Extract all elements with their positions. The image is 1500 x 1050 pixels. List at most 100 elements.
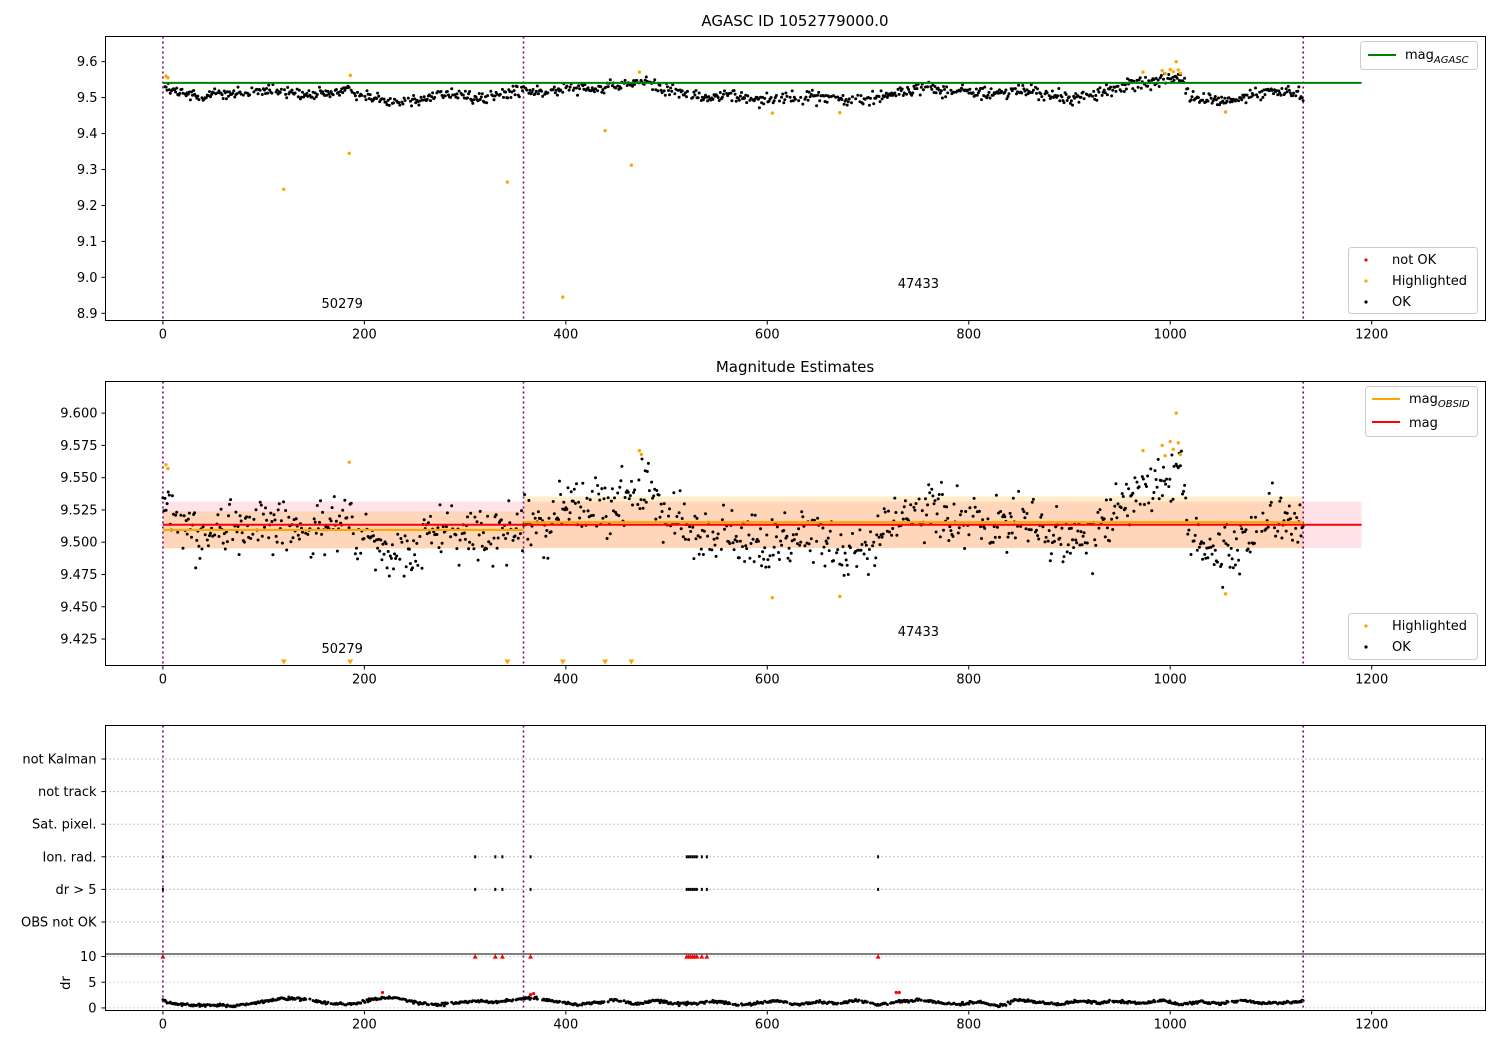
ok-point	[249, 537, 253, 540]
ok-point	[238, 514, 242, 518]
ok-point	[415, 541, 419, 545]
dr-point	[617, 999, 621, 1003]
ok-point	[1230, 100, 1234, 104]
ok-point	[1170, 453, 1174, 457]
ok-point	[192, 89, 196, 92]
ok-point	[1091, 572, 1095, 576]
ok-point	[1208, 93, 1212, 97]
ok-point	[716, 96, 720, 99]
ok-point	[1264, 527, 1268, 531]
ok-point	[720, 95, 724, 99]
ok-point	[682, 502, 686, 506]
ok-point	[449, 535, 453, 539]
ok-point	[1109, 85, 1113, 89]
ok-point	[345, 516, 349, 520]
ok-point	[209, 531, 212, 535]
dr-point	[677, 1004, 681, 1008]
ok-point	[277, 502, 281, 506]
ok-point	[248, 515, 252, 519]
ok-point	[436, 526, 440, 530]
ok-point	[800, 510, 804, 514]
ok-point	[427, 93, 431, 97]
ok-point	[267, 536, 271, 540]
flag-point	[705, 887, 708, 891]
ok-point	[712, 537, 716, 541]
agasc-panel: AGASC ID 1052779000.0 50279 47433 0 200 400 6…	[77, 12, 1486, 343]
dr-point	[445, 1001, 449, 1005]
ok-point	[1291, 538, 1294, 542]
ok-point	[836, 548, 840, 552]
ok-point	[746, 94, 750, 98]
ok-point	[867, 548, 871, 551]
dr-point	[426, 1003, 430, 1007]
ok-point	[620, 464, 624, 468]
ok-point	[1149, 467, 1153, 471]
ok-point	[1082, 531, 1086, 535]
ok-point	[227, 514, 230, 518]
ok-point	[958, 513, 962, 517]
ok-point	[613, 496, 616, 500]
ok-point	[402, 96, 406, 100]
ok-point	[270, 520, 274, 523]
flag-row-label: not Kalman	[22, 753, 96, 768]
ok-point	[737, 556, 741, 560]
ok-point	[531, 512, 535, 516]
highlighted-point	[629, 163, 634, 167]
ok-point	[1225, 99, 1229, 103]
ok-point	[1024, 527, 1028, 531]
ok-point	[1266, 525, 1270, 529]
ok-point	[774, 94, 778, 97]
ok-point	[552, 85, 556, 89]
ok-point	[767, 565, 771, 569]
ok-point	[1105, 526, 1109, 530]
ok-point	[412, 539, 416, 543]
ok-point	[327, 92, 331, 96]
ok-point	[775, 525, 779, 529]
ok-point	[312, 97, 316, 101]
ok-point	[1197, 545, 1201, 549]
ok-point	[659, 502, 663, 506]
highlighted-point	[639, 452, 644, 457]
ok-point	[942, 528, 945, 532]
ok-point	[468, 540, 472, 544]
ok-point	[998, 88, 1001, 92]
ok-point	[282, 500, 285, 504]
ok-point	[811, 561, 815, 564]
ok-point	[878, 100, 882, 104]
ok-point	[1182, 489, 1186, 493]
ok-point	[653, 78, 657, 82]
ok-point	[182, 514, 186, 518]
ok-point	[343, 498, 347, 502]
ok-point	[1048, 559, 1052, 563]
ok-point	[662, 89, 666, 93]
ok-point	[603, 486, 607, 490]
ok-point	[1240, 98, 1244, 102]
ok-point	[661, 540, 665, 544]
ok-point	[291, 536, 295, 540]
ok-point	[747, 533, 751, 537]
ok-point	[722, 503, 725, 507]
ok-point	[425, 97, 429, 101]
ok-point	[518, 532, 522, 536]
ok-point	[702, 529, 706, 533]
ok-point	[419, 95, 423, 99]
highlighted-point	[1223, 110, 1228, 114]
ok-point	[1228, 565, 1232, 569]
ok-point	[575, 86, 578, 90]
dr-tick-label: 5	[88, 976, 96, 991]
ok-point	[364, 512, 368, 516]
ok-point	[1152, 491, 1156, 494]
ok-point	[619, 479, 623, 483]
ok-point	[901, 517, 905, 521]
ok-point	[356, 557, 359, 561]
ok-point	[832, 559, 835, 563]
ok-point	[1236, 548, 1239, 552]
ok-point	[608, 78, 612, 82]
ok-point	[766, 558, 770, 562]
ok-point	[441, 525, 445, 529]
ok-point	[565, 84, 569, 88]
ok-point	[934, 530, 938, 534]
dr-clipped-marker	[694, 954, 700, 959]
ok-point	[178, 91, 182, 95]
ok-point	[305, 92, 309, 95]
